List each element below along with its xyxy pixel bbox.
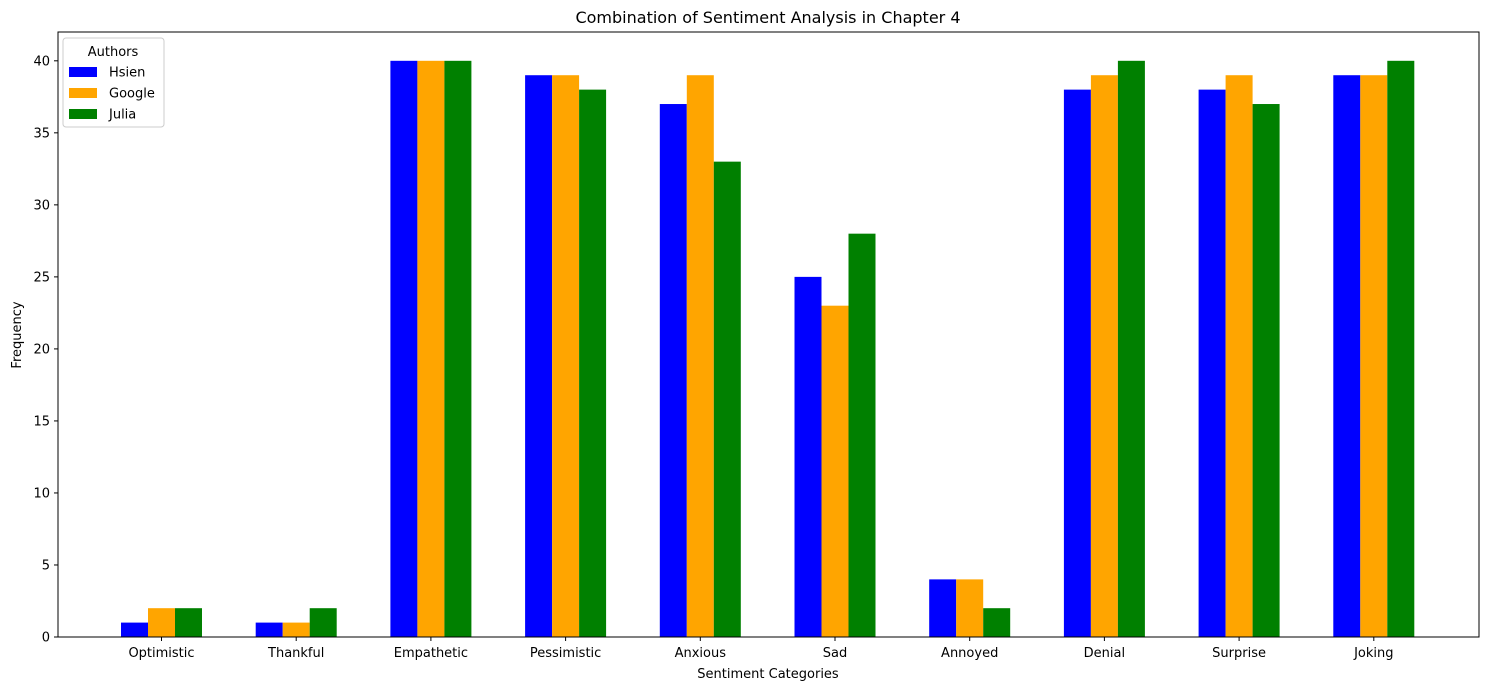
x-tick-label-pessimistic: Pessimistic xyxy=(530,646,601,661)
x-tick-label-joking: Joking xyxy=(1353,646,1393,661)
x-tick-label-annoyed: Annoyed xyxy=(941,646,998,661)
y-tick-label: 40 xyxy=(33,54,50,69)
legend-box xyxy=(62,37,165,128)
bar-julia-denial xyxy=(1117,60,1145,638)
legend-label-julia: Julia xyxy=(108,108,136,123)
y-tick-label: 5 xyxy=(42,558,50,573)
bar-julia-anxious xyxy=(713,161,741,637)
bar-hsien-empathetic xyxy=(390,60,418,638)
bar-google-pessimistic xyxy=(552,75,580,637)
legend-label-google: Google xyxy=(109,87,155,102)
bar-julia-joking xyxy=(1387,60,1415,638)
x-axis-label: Sentiment Categories xyxy=(697,667,839,682)
bar-hsien-annoyed xyxy=(929,579,957,637)
legend-swatch-google xyxy=(69,88,97,98)
y-tick-label: 35 xyxy=(33,126,50,141)
y-tick-label: 15 xyxy=(33,414,50,429)
bar-google-surprise xyxy=(1225,75,1253,637)
y-tick-label: 25 xyxy=(33,270,50,285)
bar-julia-thankful xyxy=(309,608,337,637)
legend-swatch-julia xyxy=(69,109,97,119)
bar-google-anxious xyxy=(686,75,714,637)
bar-google-joking xyxy=(1360,75,1388,637)
y-tick-label: 30 xyxy=(33,198,50,213)
x-tick-label-surprise: Surprise xyxy=(1212,646,1266,661)
bar-hsien-thankful xyxy=(255,622,283,637)
y-ticks-group: 0 5 10 15 20 25 30 35 40 xyxy=(33,54,58,646)
bar-hsien-anxious xyxy=(659,104,687,638)
bar-hsien-pessimistic xyxy=(525,75,553,637)
bar-google-optimistic xyxy=(148,608,175,637)
bar-google-denial xyxy=(1090,75,1118,637)
x-tick-label-sad: Sad xyxy=(823,646,847,661)
legend-title: Authors xyxy=(88,45,139,60)
bar-julia-surprise xyxy=(1252,104,1280,638)
x-tick-label-thankful: Thankful xyxy=(267,646,324,661)
y-tick-label: 20 xyxy=(33,342,50,357)
legend-label-hsien: Hsien xyxy=(109,66,145,81)
bar-google-empathetic xyxy=(417,60,445,638)
bar-julia-sad xyxy=(848,233,876,637)
x-tick-label-denial: Denial xyxy=(1084,646,1125,661)
y-tick-label: 0 xyxy=(42,631,50,646)
plot-frame xyxy=(57,31,1480,638)
x-tick-label-empathetic: Empathetic xyxy=(394,646,468,661)
x-tick-label-optimistic: Optimistic xyxy=(128,646,194,661)
legend-swatch-hsien xyxy=(69,67,97,77)
legend: Authors Hsien Google Julia xyxy=(62,37,165,128)
bar-julia-empathetic xyxy=(444,60,472,638)
bars-group xyxy=(121,60,1415,638)
bar-hsien-sad xyxy=(794,276,822,637)
y-axis-label: Frequency xyxy=(10,301,25,368)
bar-hsien-optimistic xyxy=(121,622,148,637)
bar-julia-pessimistic xyxy=(579,89,607,638)
x-ticks-group: Optimistic Thankful Empathetic Pessimistic A… xyxy=(128,637,1394,661)
chart-title: Combination of Sentiment Analysis in Cha… xyxy=(575,8,960,27)
bar-google-sad xyxy=(821,305,849,637)
bar-hsien-denial xyxy=(1063,89,1091,638)
y-tick-label: 10 xyxy=(33,486,50,501)
bar-hsien-joking xyxy=(1333,75,1361,637)
bar-google-thankful xyxy=(282,622,310,637)
bar-julia-annoyed xyxy=(983,608,1011,637)
bar-julia-optimistic xyxy=(175,608,202,637)
bar-hsien-surprise xyxy=(1198,89,1226,638)
bar-google-annoyed xyxy=(956,579,984,637)
x-tick-label-anxious: Anxious xyxy=(675,646,727,661)
